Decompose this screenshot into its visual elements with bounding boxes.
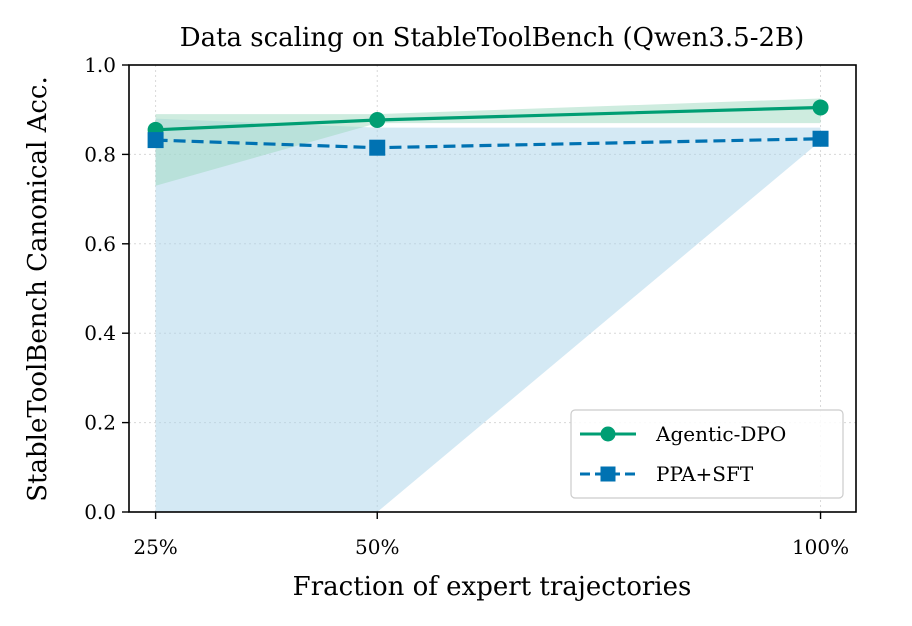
confidence-bands xyxy=(155,98,821,512)
point-ppa-sft xyxy=(812,130,829,147)
legend-marker-agentic-dpo xyxy=(600,426,616,442)
chart-title: Data scaling on StableToolBench (Qwen3.5… xyxy=(180,23,805,53)
point-ppa-sft xyxy=(147,132,164,149)
y-tick-label: 0.2 xyxy=(84,411,116,435)
x-tick-label: 100% xyxy=(792,535,849,559)
x-tick-label: 50% xyxy=(355,535,399,559)
x-tick-label: 25% xyxy=(133,535,177,559)
legend-label-ppa-sft: PPA+SFT xyxy=(656,462,754,486)
y-tick-label: 0.6 xyxy=(84,232,116,256)
band-ppa-sft xyxy=(155,118,821,512)
series-markers xyxy=(147,99,829,156)
legend-marker-ppa-sft xyxy=(600,466,616,482)
point-agentic-dpo xyxy=(369,111,386,128)
band-agentic-dpo xyxy=(155,98,821,186)
legend-label-agentic-dpo: Agentic-DPO xyxy=(655,422,786,446)
y-tick-label: 1.0 xyxy=(84,53,116,77)
point-ppa-sft xyxy=(369,139,386,156)
axis-ticks: 25% 50% 100% 0.0 0.2 0.4 0.6 0.8 1.0 xyxy=(84,53,849,559)
plot-frame xyxy=(128,64,857,513)
x-axis-label: Fraction of expert trajectories xyxy=(293,572,692,602)
y-tick-label: 0.0 xyxy=(84,500,116,524)
legend: Agentic-DPO PPA+SFT xyxy=(570,409,844,499)
legend-box xyxy=(570,409,844,499)
y-tick-label: 0.8 xyxy=(84,142,116,166)
point-agentic-dpo xyxy=(812,99,829,116)
y-axis-label: StableToolBench Canonical Acc. xyxy=(23,76,53,502)
y-tick-label: 0.4 xyxy=(84,321,116,345)
